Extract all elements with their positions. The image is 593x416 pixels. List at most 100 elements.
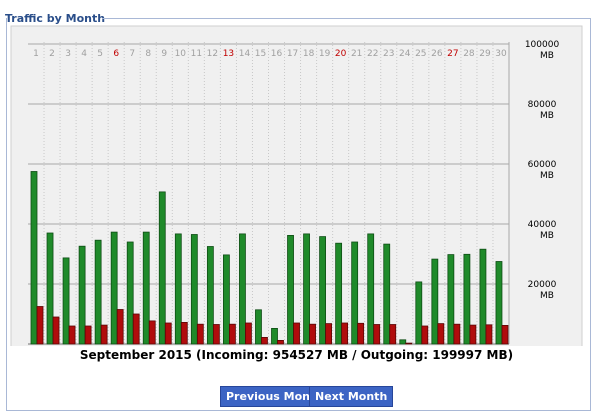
incoming-bar xyxy=(303,233,310,345)
incoming-bar xyxy=(110,231,118,345)
y-tick-label: 60000 xyxy=(528,160,557,170)
day-label: 23 xyxy=(383,49,394,59)
y-tick-label: 100000 xyxy=(525,40,560,50)
outgoing-bar xyxy=(389,324,397,345)
outgoing-bar xyxy=(100,324,108,345)
outgoing-bar xyxy=(325,323,333,345)
outgoing-bar xyxy=(373,324,381,345)
title-divider xyxy=(102,18,590,19)
day-label: 6 xyxy=(113,49,119,59)
incoming-bar xyxy=(287,234,294,345)
day-label: 3 xyxy=(65,49,71,59)
incoming-bar xyxy=(222,254,230,345)
incoming-bar xyxy=(399,339,407,345)
outgoing-bar xyxy=(469,324,477,345)
day-label: 19 xyxy=(319,49,331,59)
y-tick-label: 20000 xyxy=(528,280,557,290)
day-label: 18 xyxy=(303,49,315,59)
day-label: 5 xyxy=(97,49,103,59)
incoming-bar xyxy=(62,257,70,345)
incoming-bar xyxy=(479,248,487,345)
outgoing-bar xyxy=(357,322,365,345)
incoming-bar xyxy=(335,242,343,345)
day-label: 28 xyxy=(463,49,475,59)
outgoing-bar xyxy=(245,322,252,345)
outgoing-bar xyxy=(309,323,316,345)
y-tick-unit: MB xyxy=(540,291,554,301)
outgoing-bar xyxy=(116,309,124,345)
chart-summary: September 2015 (Incoming: 954527 MB / Ou… xyxy=(79,348,514,362)
incoming-bar xyxy=(158,191,166,345)
incoming-bar xyxy=(30,171,38,345)
incoming-bar xyxy=(174,233,182,345)
y-tick-unit: MB xyxy=(540,111,554,121)
outgoing-bar xyxy=(293,322,300,345)
outgoing-bar xyxy=(196,323,204,345)
day-label: 26 xyxy=(431,49,443,59)
incoming-bar xyxy=(190,234,198,345)
day-label: 4 xyxy=(81,49,87,59)
outgoing-bar xyxy=(164,322,172,345)
outgoing-bar xyxy=(453,323,461,345)
next-month-button[interactable]: Next Month xyxy=(309,386,394,407)
panel-title: Traffic by Month xyxy=(5,12,106,25)
day-label: 7 xyxy=(129,49,135,59)
incoming-bar xyxy=(255,309,262,345)
outgoing-bar xyxy=(261,336,268,345)
day-label: 8 xyxy=(145,49,151,59)
outgoing-bar xyxy=(180,321,188,345)
outgoing-bar xyxy=(501,324,509,345)
incoming-bar xyxy=(383,243,391,345)
day-label: 12 xyxy=(207,49,218,59)
day-labels: 1 2 3 4 5 6 7 8 9 10 11 12 13 14 15 16 17 18 19 20 21 22 23 24 2… xyxy=(33,49,507,59)
day-label: 25 xyxy=(415,49,426,59)
day-label: 15 xyxy=(255,49,266,59)
day-label: 17 xyxy=(287,49,298,59)
outgoing-bar xyxy=(277,339,284,345)
day-label: 2 xyxy=(49,49,55,59)
incoming-bar xyxy=(94,239,102,345)
day-label: 1 xyxy=(33,49,39,59)
incoming-bar xyxy=(367,233,375,345)
day-label: 16 xyxy=(271,49,283,59)
day-label: 22 xyxy=(367,49,378,59)
previous-month-button[interactable]: Previous Month xyxy=(220,386,330,407)
chart-background xyxy=(10,25,583,346)
outgoing-bar xyxy=(228,323,236,345)
panel-frame xyxy=(6,18,591,411)
outgoing-bar xyxy=(212,324,220,345)
y-tick-label: 80000 xyxy=(528,100,557,110)
outgoing-bar xyxy=(84,325,92,345)
incoming-bar xyxy=(447,254,455,345)
day-label: 11 xyxy=(191,49,202,59)
incoming-bar xyxy=(431,258,439,345)
outgoing-bar xyxy=(341,322,349,345)
incoming-bar xyxy=(78,245,86,345)
outgoing-bar xyxy=(405,342,413,345)
bars xyxy=(30,171,509,345)
incoming-bar xyxy=(351,241,359,345)
day-label: 10 xyxy=(175,49,187,59)
incoming-bar xyxy=(319,236,327,345)
incoming-bar xyxy=(495,261,503,345)
day-label: 27 xyxy=(447,49,458,59)
day-label: 13 xyxy=(223,49,234,59)
incoming-bar xyxy=(463,253,471,345)
traffic-chart: 1 2 3 4 5 6 7 8 9 10 11 12 13 14 15 16 17 18 19 20 21 22 23 24 2… xyxy=(10,25,583,346)
day-label: 24 xyxy=(399,49,411,59)
day-label: 14 xyxy=(239,49,251,59)
incoming-bar xyxy=(126,241,134,345)
day-label: 21 xyxy=(351,49,362,59)
y-tick-unit: MB xyxy=(540,231,554,241)
day-label: 29 xyxy=(479,49,491,59)
incoming-bar xyxy=(415,281,423,345)
day-label: 20 xyxy=(335,49,347,59)
incoming-bar xyxy=(142,231,150,345)
grid-lines xyxy=(28,42,510,345)
incoming-bar xyxy=(271,327,278,345)
outgoing-bar xyxy=(148,320,156,345)
outgoing-bar xyxy=(68,325,76,345)
incoming-bar xyxy=(239,233,246,345)
outgoing-bar xyxy=(52,316,60,345)
